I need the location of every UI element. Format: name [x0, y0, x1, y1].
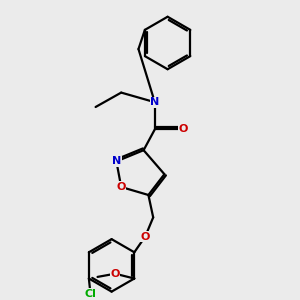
Text: O: O: [110, 269, 120, 279]
Text: N: N: [112, 156, 121, 167]
Text: O: O: [179, 124, 188, 134]
Text: N: N: [150, 97, 159, 107]
Text: O: O: [116, 182, 126, 192]
Text: O: O: [140, 232, 150, 242]
Text: Cl: Cl: [85, 289, 96, 299]
